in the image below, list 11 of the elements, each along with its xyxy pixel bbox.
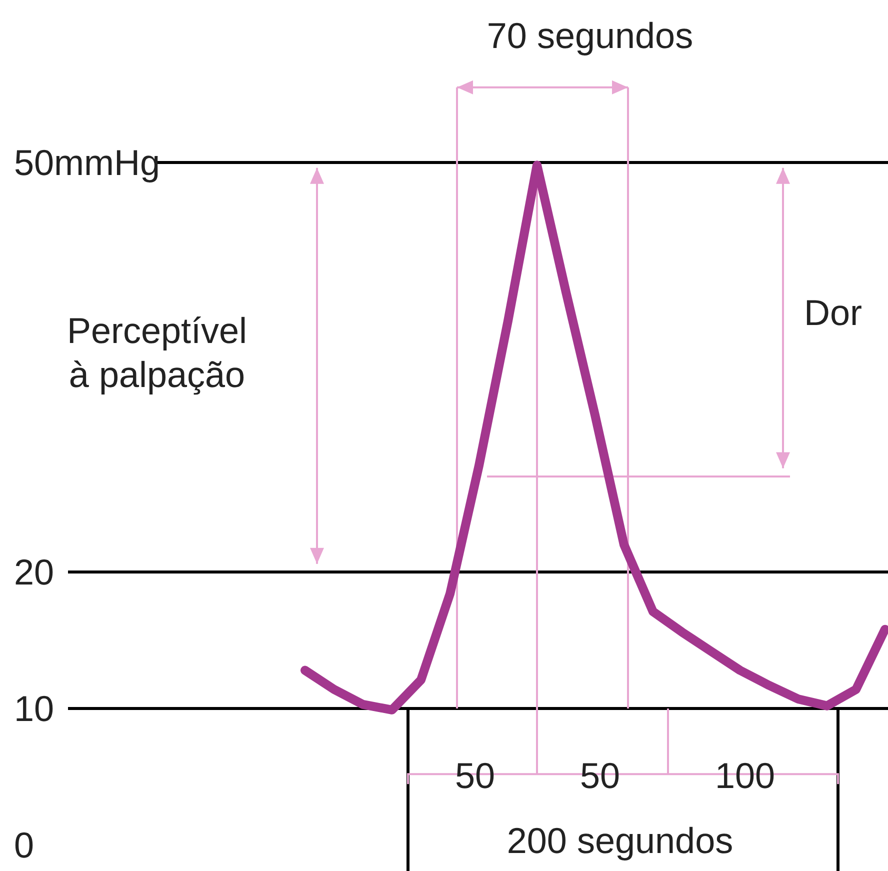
annotation: 70 segundos — [486, 14, 694, 56]
annotation: 100 — [714, 754, 776, 796]
annotation: 50 — [454, 754, 496, 796]
y-tick-label: 10 — [14, 688, 54, 730]
annotation: Dor — [804, 292, 862, 332]
annotation: Perceptível à palpação — [66, 310, 248, 394]
annotation: 50 — [580, 754, 620, 796]
y-tick-label: 50mmHg — [14, 142, 160, 183]
y-tick-label: 20 — [14, 552, 54, 593]
y-tick-label: 0 — [14, 824, 34, 866]
annotation: 200 segundos — [506, 820, 734, 860]
